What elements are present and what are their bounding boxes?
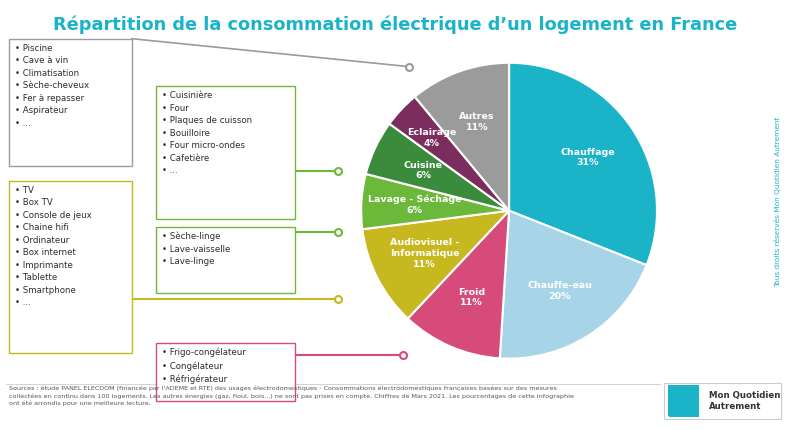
Wedge shape <box>389 97 509 211</box>
Text: • Frigo-congélateur
• Congélateur
• Réfrigérateur: • Frigo-congélateur • Congélateur • Réfr… <box>162 348 246 384</box>
Text: Autres
11%: Autres 11% <box>459 112 495 132</box>
Text: Chauffe-eau
20%: Chauffe-eau 20% <box>528 281 592 301</box>
Wedge shape <box>415 63 509 211</box>
Text: • TV
• Box TV
• Console de jeux
• Chaine hifi
• Ordinateur
• Box internet
• Impr: • TV • Box TV • Console de jeux • Chaine… <box>15 186 92 307</box>
FancyBboxPatch shape <box>9 39 132 166</box>
Text: Lavage - Séchage
6%: Lavage - Séchage 6% <box>368 195 461 215</box>
FancyBboxPatch shape <box>664 383 781 419</box>
Text: Sources : étude PANEL ELECDOM (financée par l'ADEME et RTE) des usages électrodo: Sources : étude PANEL ELECDOM (financée … <box>9 386 574 406</box>
FancyBboxPatch shape <box>156 343 295 401</box>
Text: Tous droits réservés Mon Quotidien Autrement: Tous droits réservés Mon Quotidien Autre… <box>774 117 781 287</box>
Text: • Cuisinière
• Four
• Plaques de cuisson
• Bouilloire
• Four micro-ondes
• Cafet: • Cuisinière • Four • Plaques de cuisson… <box>162 91 252 175</box>
Wedge shape <box>509 63 657 265</box>
Wedge shape <box>408 211 509 358</box>
Wedge shape <box>361 174 509 229</box>
Wedge shape <box>500 211 646 359</box>
FancyBboxPatch shape <box>156 86 295 219</box>
FancyBboxPatch shape <box>668 385 699 416</box>
Wedge shape <box>363 211 509 319</box>
Wedge shape <box>366 124 509 211</box>
Text: • Piscine
• Cave à vin
• Climatisation
• Sèche-cheveux
• Fer à repasser
• Aspira: • Piscine • Cave à vin • Climatisation •… <box>15 44 89 128</box>
FancyBboxPatch shape <box>9 181 132 353</box>
Text: Audiovisuel -
Informatique
11%: Audiovisuel - Informatique 11% <box>390 238 460 269</box>
Text: Cuisine
6%: Cuisine 6% <box>404 160 443 180</box>
FancyBboxPatch shape <box>669 388 699 417</box>
Text: Froid
11%: Froid 11% <box>458 288 485 307</box>
Text: Répartition de la consommation électrique d’un logement en France: Répartition de la consommation électriqu… <box>53 15 737 34</box>
Text: Eclairage
4%: Eclairage 4% <box>407 128 456 147</box>
Text: • Sèche-linge
• Lave-vaisselle
• Lave-linge: • Sèche-linge • Lave-vaisselle • Lave-li… <box>162 232 231 266</box>
Text: Chauffage
31%: Chauffage 31% <box>560 147 615 167</box>
FancyBboxPatch shape <box>156 227 295 293</box>
Text: Mon Quotidien
Autrement: Mon Quotidien Autrement <box>709 391 781 411</box>
